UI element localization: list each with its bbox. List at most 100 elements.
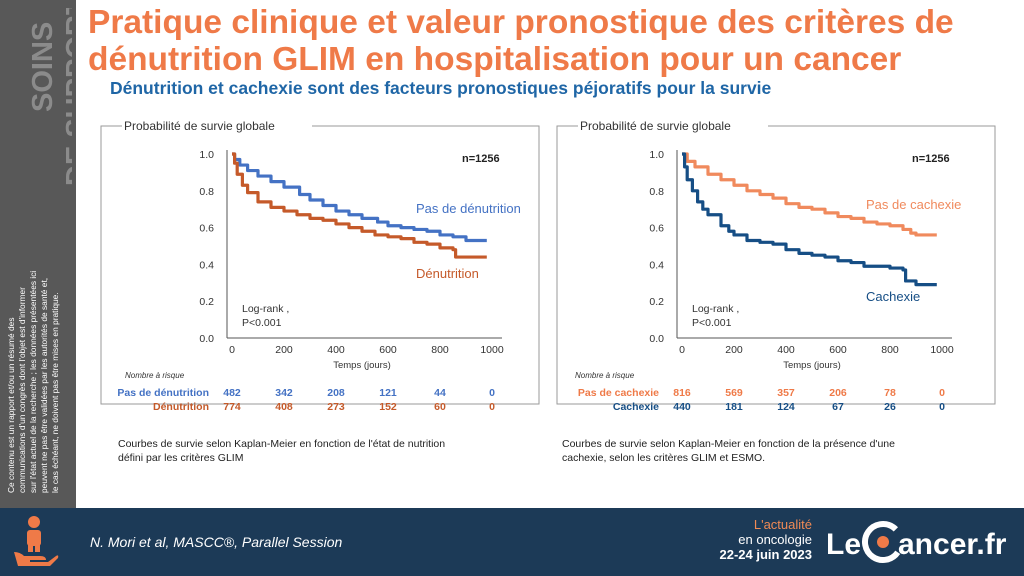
event-line1: L'actualité bbox=[753, 517, 812, 532]
x-tick-label: 1000 bbox=[480, 344, 504, 356]
sidebar-title: SOINS DE SUPPORT bbox=[18, 8, 72, 188]
survival-curve-1 bbox=[682, 152, 937, 237]
y-tick-label: 0.2 bbox=[649, 296, 664, 308]
chart-title: Probabilité de survie globale bbox=[124, 119, 275, 133]
x-axis-label: Temps (jours) bbox=[783, 360, 841, 371]
y-tick-label: 0.2 bbox=[199, 296, 214, 308]
caption-nutrition-line1: Courbes de survie selon Kaplan-Meier en … bbox=[118, 438, 446, 450]
x-tick-label: 600 bbox=[379, 344, 397, 356]
logo-right: ancer.fr bbox=[898, 528, 1007, 561]
x-tick-label: 800 bbox=[881, 344, 899, 356]
x-tick-label: 400 bbox=[777, 344, 795, 356]
risk-cell: 60 bbox=[434, 401, 446, 413]
y-tick-label: 0.4 bbox=[649, 259, 664, 271]
sidebar-title-line1: SOINS bbox=[27, 22, 59, 112]
chart-panel-nutrition: Probabilité de survie globale 0.0 0.2 0.4 0.… bbox=[100, 116, 540, 422]
disclaimer-line-5: le cas échéant, ne doivent pas être mise… bbox=[50, 292, 60, 493]
risk-cell: 774 bbox=[223, 401, 241, 413]
km-chart-nutrition: Probabilité de survie globale 0.0 0.2 0.4 0.… bbox=[100, 119, 540, 413]
x-tick-label: 1000 bbox=[930, 344, 954, 356]
km-chart-cachexia: Probabilité de survie globale 0.0 0.2 0.4 0.… bbox=[556, 119, 996, 413]
risk-cell: 0 bbox=[939, 387, 945, 399]
risk-cell: 440 bbox=[673, 401, 691, 413]
risk-row-label: Dénutrition bbox=[153, 401, 209, 413]
risk-cell: 208 bbox=[327, 387, 345, 399]
x-tick-label: 200 bbox=[275, 344, 293, 356]
logrank-label: Log-rank , bbox=[692, 303, 739, 315]
risk-table-header: Nombre à risque bbox=[575, 371, 635, 380]
risk-cell: 124 bbox=[777, 401, 795, 413]
chart-frame bbox=[100, 125, 540, 405]
y-tick-label: 1.0 bbox=[199, 149, 214, 161]
disclaimer-line-3: sur l'état actuel de la recherche ; les … bbox=[28, 271, 38, 493]
risk-cell: 569 bbox=[725, 387, 743, 399]
footer-bar bbox=[0, 508, 1024, 576]
survival-curve-1 bbox=[232, 152, 487, 243]
disclaimer-line-2: communications d'un congrès dont l'objet… bbox=[17, 287, 27, 493]
x-tick-label: 0 bbox=[229, 344, 235, 356]
series-label-2: Cachexie bbox=[866, 289, 920, 304]
event-line2: en oncologie bbox=[738, 532, 812, 547]
risk-row-label: Cachexie bbox=[613, 401, 659, 413]
y-tick-label: 0.4 bbox=[199, 259, 214, 271]
footer-source: N. Mori et al, MASCC®, Parallel Session bbox=[90, 534, 343, 550]
logo-left: Le bbox=[826, 528, 861, 561]
sidebar: SOINS DE SUPPORT Ce contenu est un rappo… bbox=[0, 0, 76, 576]
caption-cachexia-line2: cachexie, selon les critères GLIM et ESM… bbox=[562, 452, 766, 464]
risk-cell: 0 bbox=[489, 401, 495, 413]
risk-cell: 273 bbox=[327, 401, 345, 413]
risk-cell: 342 bbox=[275, 387, 293, 399]
risk-cell: 152 bbox=[379, 401, 397, 413]
series-label-1: Pas de cachexie bbox=[866, 197, 961, 212]
risk-cell: 121 bbox=[379, 387, 397, 399]
caption-nutrition: Courbes de survie selon Kaplan-Meier en … bbox=[118, 437, 445, 465]
y-tick-label: 0.6 bbox=[649, 223, 664, 235]
risk-row-label: Pas de cachexie bbox=[578, 387, 659, 399]
chart-panel-cachexia: Probabilité de survie globale 0.0 0.2 0.4 0.… bbox=[556, 116, 996, 422]
disclaimer-line-4: peuvent ne pas être validées par les aut… bbox=[39, 278, 49, 493]
x-tick-label: 400 bbox=[327, 344, 345, 356]
n-label: n=1256 bbox=[462, 153, 500, 165]
risk-cell: 78 bbox=[884, 387, 896, 399]
risk-cell: 181 bbox=[725, 401, 743, 413]
y-tick-label: 0.0 bbox=[649, 333, 664, 345]
event-line3: 22-24 juin 2023 bbox=[719, 547, 813, 562]
logrank-pvalue: P<0.001 bbox=[242, 317, 282, 329]
logrank-pvalue: P<0.001 bbox=[692, 317, 732, 329]
risk-row-label: Pas de dénutrition bbox=[117, 387, 209, 399]
page-title-line1: Pratique clinique et valeur pronostique … bbox=[88, 4, 954, 41]
series-label-2: Dénutrition bbox=[416, 266, 479, 281]
x-tick-label: 200 bbox=[725, 344, 743, 356]
survival-curve-2 bbox=[682, 152, 937, 287]
n-label: n=1256 bbox=[912, 153, 950, 165]
y-tick-label: 1.0 bbox=[649, 149, 664, 161]
survival-curve-2 bbox=[232, 152, 487, 259]
page-title: Pratique clinique et valeur pronostique … bbox=[88, 4, 954, 78]
y-tick-label: 0.0 bbox=[199, 333, 214, 345]
x-tick-label: 600 bbox=[829, 344, 847, 356]
sidebar-disclaimer: Ce contenu est un rapport et/ou un résum… bbox=[4, 205, 72, 495]
risk-cell: 67 bbox=[832, 401, 844, 413]
chart-frame bbox=[556, 125, 996, 405]
page-title-line2: dénutrition GLIM en hospitalisation pour… bbox=[88, 41, 902, 78]
sidebar-title-line2: DE SUPPORT bbox=[61, 8, 72, 186]
x-tick-label: 800 bbox=[431, 344, 449, 356]
risk-table-header: Nombre à risque bbox=[125, 371, 185, 380]
x-axis-label: Temps (jours) bbox=[333, 360, 391, 371]
series-label-1: Pas de dénutrition bbox=[416, 201, 521, 216]
y-tick-label: 0.6 bbox=[199, 223, 214, 235]
lecancer-logo[interactable]: Le ancer.fr bbox=[826, 518, 1016, 566]
y-tick-label: 0.8 bbox=[199, 186, 214, 198]
page-subtitle: Dénutrition et cachexie sont des facteur… bbox=[110, 78, 772, 98]
risk-cell: 357 bbox=[777, 387, 795, 399]
disclaimer-line-1: Ce contenu est un rapport et/ou un résum… bbox=[6, 317, 16, 493]
chart-title: Probabilité de survie globale bbox=[580, 119, 731, 133]
risk-cell: 44 bbox=[434, 387, 446, 399]
risk-cell: 0 bbox=[939, 401, 945, 413]
caption-nutrition-line2: défini par les critères GLIM bbox=[118, 452, 244, 464]
caption-cachexia-line1: Courbes de survie selon Kaplan-Meier en … bbox=[562, 438, 895, 450]
y-tick-label: 0.8 bbox=[649, 186, 664, 198]
caption-cachexia: Courbes de survie selon Kaplan-Meier en … bbox=[562, 437, 895, 465]
risk-cell: 482 bbox=[223, 387, 241, 399]
risk-cell: 26 bbox=[884, 401, 896, 413]
